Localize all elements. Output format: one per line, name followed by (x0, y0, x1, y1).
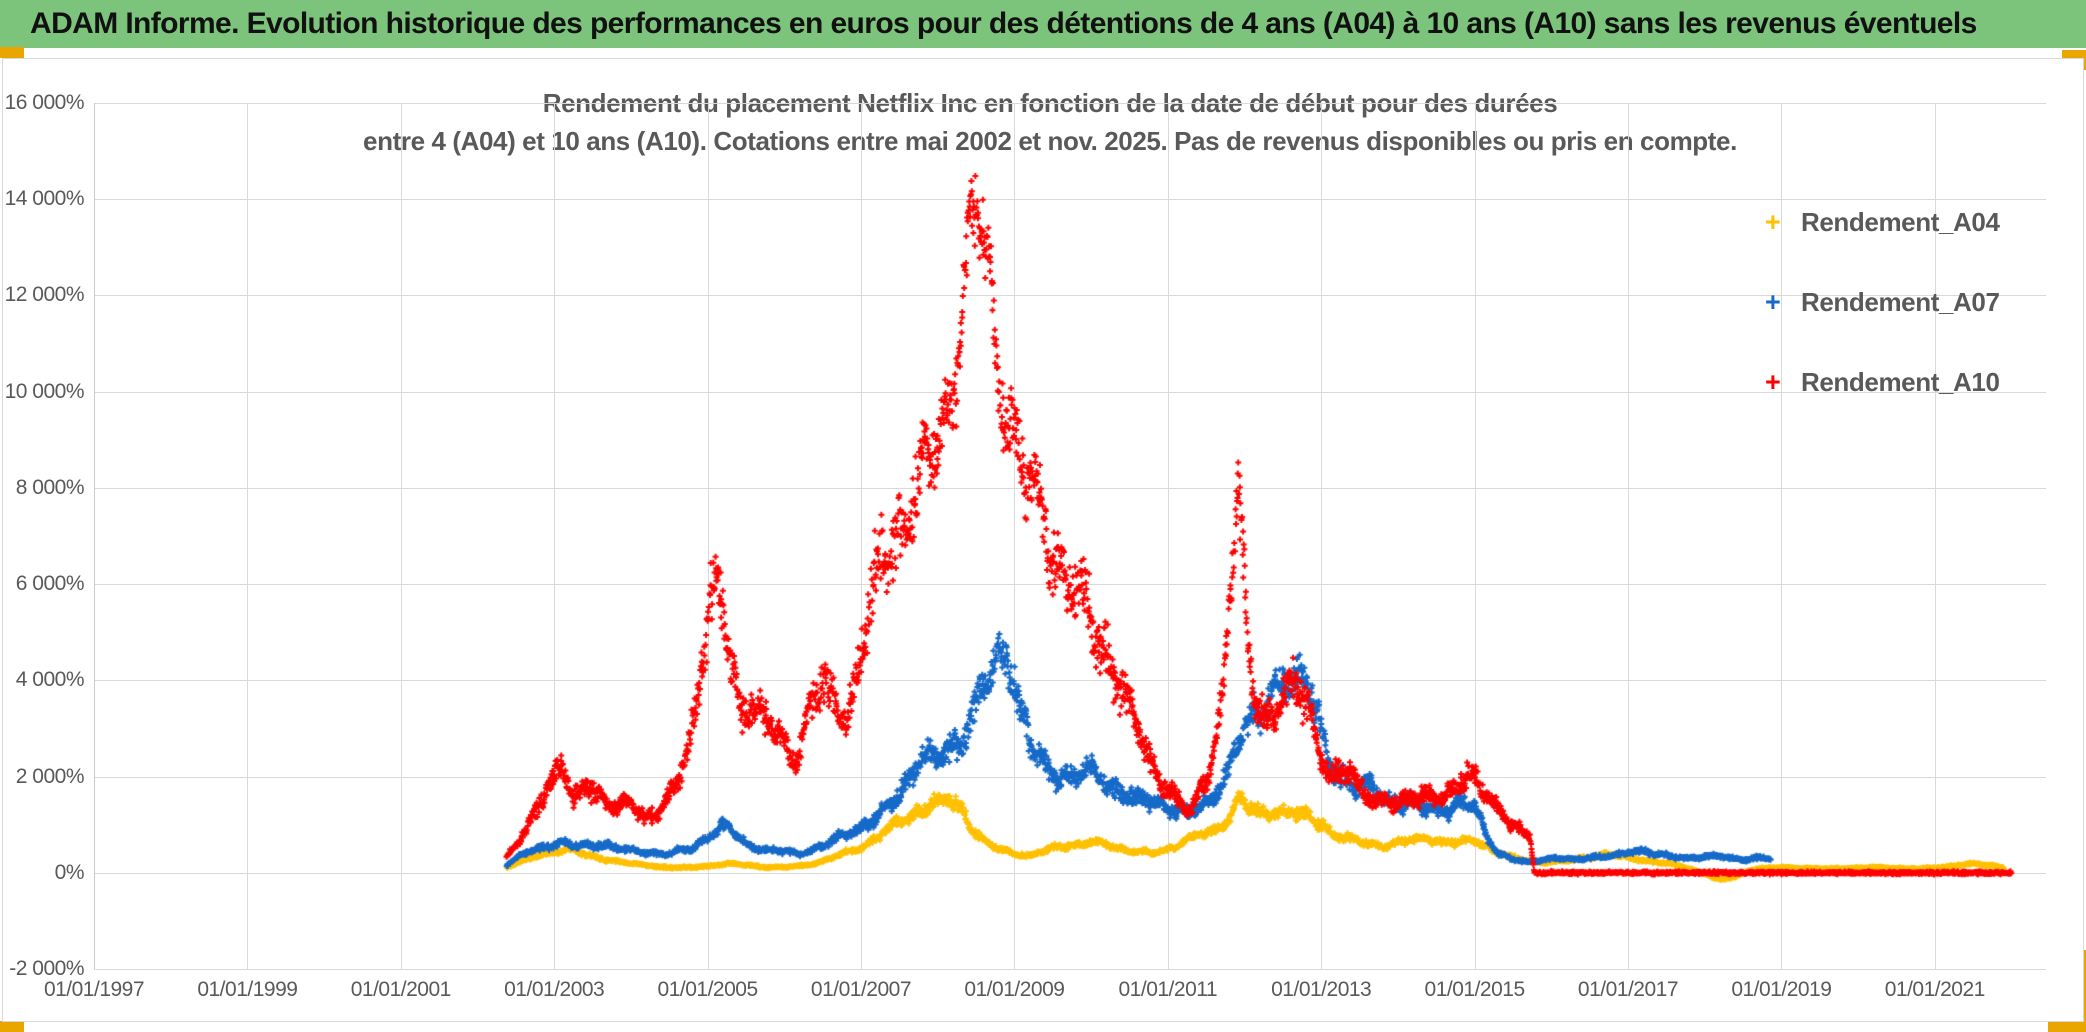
x-tick-label: 01/01/2021 (1884, 978, 1986, 1001)
x-tick-label: 01/01/2009 (964, 978, 1065, 1001)
scatter-canvas (94, 103, 2046, 969)
y-tick-label: 4 000% (15, 668, 85, 692)
x-tick-label: 01/01/2003 (504, 978, 605, 1001)
y-tick-label: -2 000% (9, 957, 84, 980)
y-tick-label: 10 000% (4, 379, 85, 403)
x-tick-label: 01/01/2015 (1424, 978, 1526, 1001)
plus-marker-icon: + (1765, 206, 1781, 237)
report-title: ADAM Informe. Evolution historique des p… (30, 7, 1977, 40)
legend-item-label: Rendement_A04 (1801, 206, 2000, 237)
legend-item-rendement_a10: + Rendement_A10 (1765, 356, 2000, 408)
report-header: ADAM Informe. Evolution historique des p… (0, 0, 2086, 48)
plus-marker-icon: + (1765, 286, 1781, 317)
x-tick-label: 01/01/2019 (1731, 978, 1832, 1001)
accent-bottom-right (2048, 1021, 2086, 1032)
y-tick-label: 6 000% (15, 572, 85, 596)
gridline-horizontal (94, 969, 2046, 970)
legend-item-label: Rendement_A07 (1801, 286, 2000, 317)
legend-item-rendement_a07: + Rendement_A07 (1765, 276, 2000, 328)
plus-marker-icon: + (1765, 366, 1781, 397)
x-tick-label: 01/01/2013 (1271, 978, 1372, 1001)
y-tick-label: 0% (54, 860, 85, 884)
y-tick-label: 16 000% (4, 91, 85, 114)
y-tick-label: 14 000% (4, 187, 85, 211)
y-tick-label: 8 000% (15, 475, 85, 499)
x-tick-label: 01/01/2011 (1118, 978, 1218, 1001)
x-tick-label: 01/01/2007 (810, 978, 912, 1001)
legend-item-rendement_a04: + Rendement_A04 (1765, 196, 2000, 248)
legend: + Rendement_A04 + Rendement_A07 + Rendement_A… (1765, 196, 2000, 436)
accent-bottom-left (0, 1021, 24, 1032)
y-tick-label: 2 000% (15, 764, 85, 788)
x-tick-label: 01/01/1999 (197, 978, 298, 1001)
accent-top-left (0, 47, 24, 58)
legend-item-label: Rendement_A10 (1801, 366, 2000, 397)
x-tick-label: 01/01/2001 (350, 978, 452, 1001)
y-tick-label: 12 000% (4, 283, 85, 307)
x-tick-label: 01/01/2005 (657, 978, 759, 1001)
x-tick-label: 01/01/2017 (1577, 978, 1679, 1001)
x-tick-label: 01/01/1997 (43, 978, 145, 1001)
